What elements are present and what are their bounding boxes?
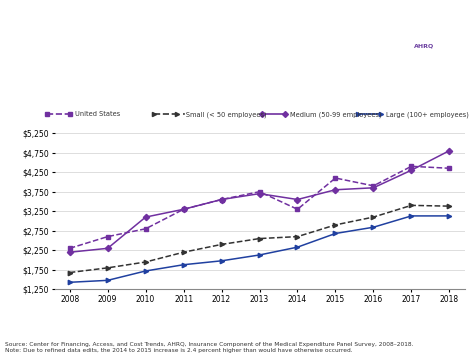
Text: Source: Center for Financing, Access, and Cost Trends, AHRQ, Insurance Component: Source: Center for Financing, Access, an… [5,342,413,353]
Text: United States: United States [75,111,120,118]
Text: •Small (< 50 employees): •Small (< 50 employees) [182,111,266,118]
Text: Figure 15. Average family deductible (in dollars) per private-sector
employee en: Figure 15. Average family deductible (in… [1,31,321,61]
Text: AHRQ: AHRQ [414,44,434,49]
Text: Large (100+ employees): Large (100+ employees) [386,111,469,118]
Text: Medium (50-99 employees): Medium (50-99 employees) [290,111,382,118]
Circle shape [244,10,474,82]
